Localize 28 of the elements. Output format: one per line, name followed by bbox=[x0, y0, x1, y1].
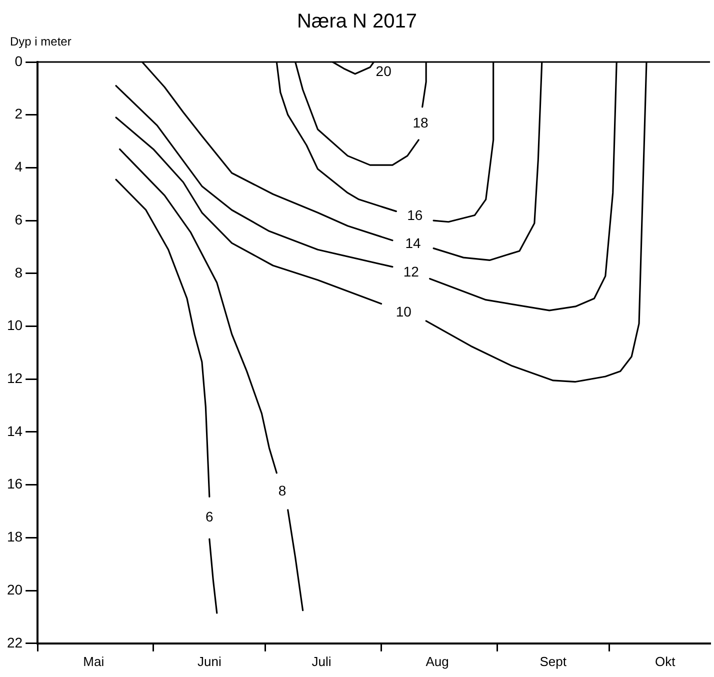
y-axis-title: Dyp i meter bbox=[10, 34, 72, 48]
y-tick-label: 8 bbox=[14, 264, 23, 280]
series-label: 20 bbox=[376, 62, 392, 79]
y-tick-label: 2 bbox=[14, 106, 23, 122]
y-tick-label: 0 bbox=[14, 52, 23, 69]
y-tick-label: 10 bbox=[6, 317, 23, 334]
y-tick-label: 6 bbox=[14, 211, 23, 228]
y-tick-label: 18 bbox=[6, 528, 23, 545]
series-label: 18 bbox=[412, 114, 428, 130]
y-tick-label: 20 bbox=[6, 581, 23, 598]
y-tick-label: 22 bbox=[6, 634, 23, 650]
y-tick-label: 4 bbox=[14, 158, 23, 175]
chart-title: Næra N 2017 bbox=[296, 10, 418, 33]
x-tick-label: Juli bbox=[312, 654, 332, 669]
x-tick-label: Aug bbox=[426, 654, 449, 669]
x-tick-label: Okt bbox=[655, 654, 676, 669]
x-tick-label: Juni bbox=[197, 654, 222, 669]
series-label: 14 bbox=[405, 235, 422, 252]
y-tick-label: 12 bbox=[6, 370, 23, 386]
series-label: 16 bbox=[407, 206, 423, 223]
series-label: 6 bbox=[206, 508, 214, 525]
y-tick-label: 16 bbox=[6, 476, 23, 492]
y-tick-label: 14 bbox=[6, 422, 23, 439]
series-label: 10 bbox=[396, 303, 412, 320]
series-label: 8 bbox=[278, 482, 286, 498]
x-tick-label: Sept bbox=[540, 654, 567, 669]
x-tick-label: Mai bbox=[83, 654, 104, 669]
series-label: 12 bbox=[403, 264, 420, 280]
